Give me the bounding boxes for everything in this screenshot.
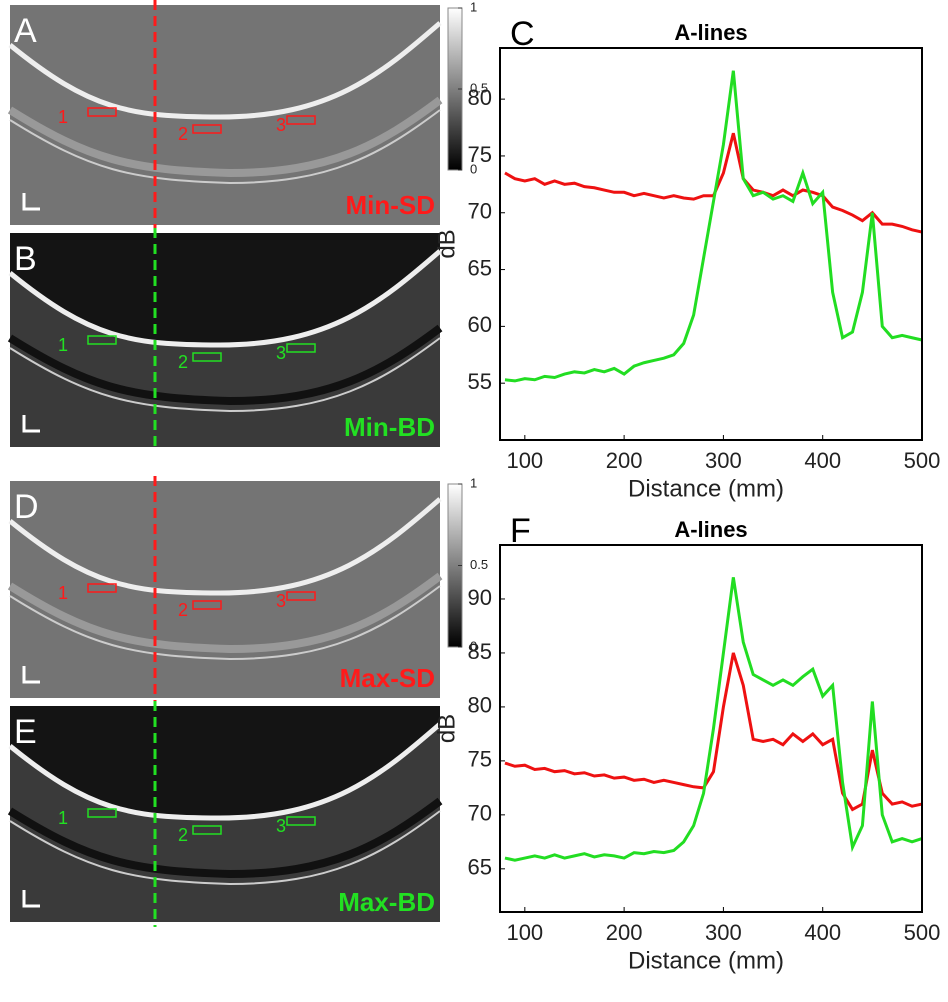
y-tick-label: 65: [468, 255, 492, 280]
image-label: Min-SD: [345, 190, 435, 220]
y-axis-label: dB: [433, 714, 460, 743]
roi-box: [87, 107, 117, 117]
y-tick-label: 60: [468, 312, 492, 337]
x-tick-label: 300: [705, 448, 742, 473]
x-tick-label: 100: [506, 448, 543, 473]
y-tick-label: 70: [468, 199, 492, 224]
x-tick-label: 400: [804, 920, 841, 945]
colorbar-tick-label: 0: [470, 638, 477, 653]
roi-box: [87, 583, 117, 593]
y-axis-label: dB: [433, 229, 460, 258]
inner-band: [7, 572, 443, 654]
scale-bar: [22, 666, 40, 684]
plot-area: [500, 48, 922, 440]
axes-box: [499, 544, 923, 913]
y-tick-label: 75: [468, 142, 492, 167]
roi-box: [286, 343, 316, 353]
roi-label: 3: [276, 343, 286, 363]
roi-label: 2: [178, 825, 188, 845]
roi-box: [87, 808, 117, 818]
roi-box: [286, 591, 316, 601]
inner-band: [7, 324, 443, 406]
y-tick-label: 75: [468, 747, 492, 772]
data-line: [504, 70, 923, 383]
roi-box: [192, 600, 222, 610]
y-tick-label: 80: [468, 693, 492, 718]
scale-bar: [22, 193, 40, 211]
roi-box: [192, 825, 222, 835]
roi-box: [286, 115, 316, 125]
colorbar-tick-label: 0.5: [470, 80, 488, 95]
panel-letter: E: [14, 713, 37, 751]
chart-title: A-lines: [674, 517, 747, 542]
roi-label: 3: [276, 115, 286, 135]
colorbar-tick-label: 1: [470, 475, 477, 490]
panel-letter: A: [14, 12, 37, 50]
chart-title: A-lines: [674, 20, 747, 45]
inner-band: [9, 585, 441, 661]
scale-bar: [22, 415, 40, 433]
panel-letter: D: [14, 488, 39, 526]
roi-box: [87, 335, 117, 345]
x-tick-label: 200: [606, 448, 643, 473]
colorbar-tick-label: 0: [470, 161, 477, 176]
surface-band: [8, 722, 442, 821]
image-label: Max-BD: [338, 887, 435, 917]
surface-band: [8, 497, 442, 596]
panel-letter: B: [14, 240, 37, 278]
roi-box: [286, 816, 316, 826]
y-tick-label: 65: [468, 855, 492, 880]
oct-image: [10, 481, 440, 698]
y-tick-label: 85: [468, 639, 492, 664]
roi-label: 3: [276, 816, 286, 836]
inner-band: [9, 109, 441, 185]
data-line: [504, 652, 923, 812]
panel-letter: C: [510, 15, 535, 53]
y-tick-label: 70: [468, 801, 492, 826]
panel-letter: F: [510, 512, 531, 550]
x-tick-label: 400: [804, 448, 841, 473]
colorbar-tick-label: 0.5: [470, 557, 488, 572]
x-axis-label: Distance (mm): [628, 947, 784, 974]
roi-label: 3: [276, 591, 286, 611]
surface-band: [8, 21, 442, 120]
scale-bar: [22, 890, 40, 908]
surface-band: [8, 249, 442, 348]
x-tick-label: 300: [705, 920, 742, 945]
inner-band: [7, 797, 443, 879]
x-tick-label: 200: [606, 920, 643, 945]
roi-label: 2: [178, 352, 188, 372]
roi-box: [192, 124, 222, 134]
colorbar-tick-label: 1: [470, 0, 477, 14]
y-tick-label: 55: [468, 369, 492, 394]
image-label: Min-BD: [344, 412, 435, 442]
inner-band: [7, 96, 443, 178]
y-tick-label: 80: [468, 85, 492, 110]
roi-label: 2: [178, 124, 188, 144]
speckle: [10, 481, 440, 698]
roi-label: 1: [58, 808, 68, 828]
x-tick-label: 500: [904, 920, 941, 945]
data-line: [504, 577, 923, 862]
x-axis-label: Distance (mm): [628, 475, 784, 502]
x-tick-label: 500: [904, 448, 941, 473]
roi-label: 1: [58, 583, 68, 603]
axes-box: [499, 47, 923, 441]
image-label: Max-SD: [340, 663, 435, 693]
inner-band: [9, 337, 441, 413]
roi-label: 1: [58, 107, 68, 127]
y-tick-label: 90: [468, 585, 492, 610]
inner-band: [9, 810, 441, 886]
x-tick-label: 100: [506, 920, 543, 945]
roi-box: [192, 352, 222, 362]
roi-label: 1: [58, 335, 68, 355]
roi-label: 2: [178, 600, 188, 620]
